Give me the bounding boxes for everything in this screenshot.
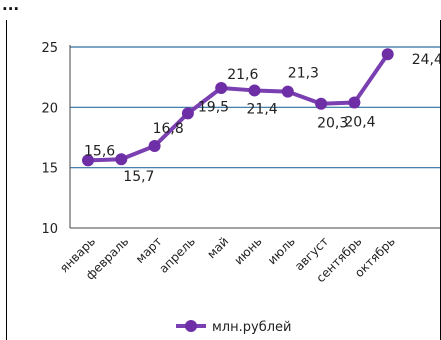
data-label: 24,4 [412,52,441,68]
data-label: 21,4 [247,101,278,117]
x-category-label: май [204,234,231,261]
y-tick-label: 25 [41,41,58,56]
series-polyline [87,53,390,163]
gridlines [70,46,441,169]
frame-left-line [6,20,7,340]
data-point [315,97,328,110]
axes [69,45,441,229]
data-point [148,139,161,152]
data-label: 20,4 [344,115,375,131]
data-label: 15,7 [123,169,154,185]
y-tick-label: 15 [41,162,58,177]
data-point [281,85,294,98]
y-tick-label: 20 [41,101,58,116]
data-label: 21,3 [288,66,319,82]
y-axis-ticks: 10 15 20 25 [41,41,58,237]
data-label: 19,5 [198,99,229,115]
data-point [215,82,228,95]
legend: млн.рублей [176,320,291,335]
data-label: 21,6 [227,67,258,83]
legend-marker-sample [185,320,197,332]
data-point [348,96,361,109]
data-label: 15,6 [84,143,115,159]
data-point [181,107,194,120]
y-tick-label: 10 [41,222,58,237]
cropped-title: ... [2,0,19,14]
data-point [82,154,94,167]
legend-label: млн.рублей [212,320,291,335]
data-labels: 15,6 15,7 16,8 19,5 21,6 21,4 21,3 20,320,4 24,4 [84,52,441,185]
data-label: 16,8 [153,121,184,137]
series-line [82,48,394,167]
x-category-label: апрель [156,234,198,276]
x-category-label: июнь [232,234,265,267]
data-point [115,153,128,166]
data-label: 20,3 [317,116,348,132]
data-point [381,48,394,61]
data-point [248,84,261,97]
